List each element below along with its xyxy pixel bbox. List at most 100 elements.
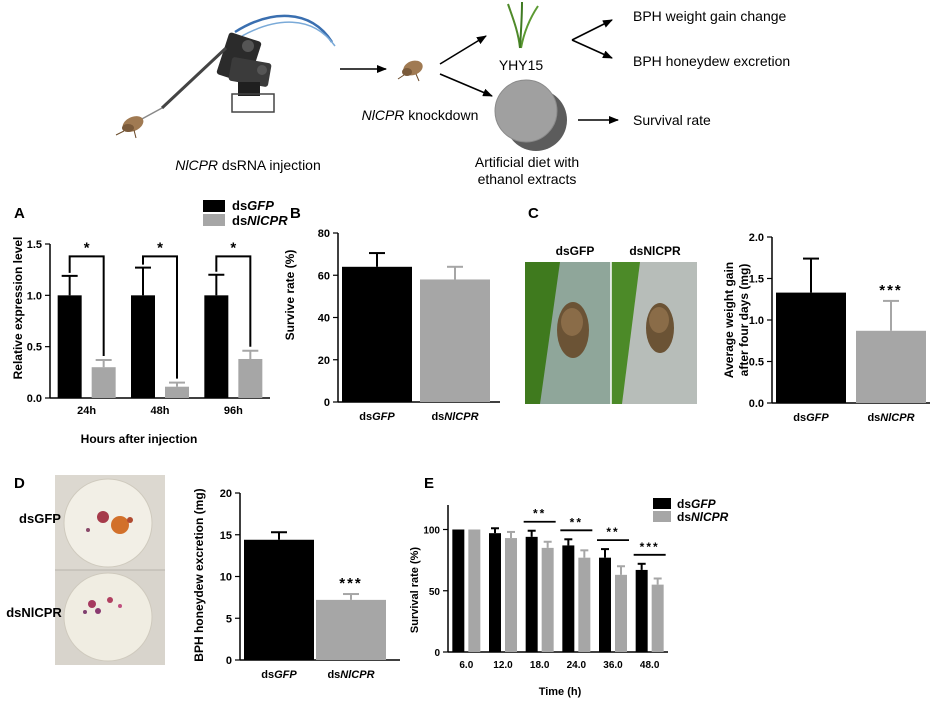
x-tick-label: 6.0 [459,660,473,671]
y-tick-label: 40 [318,313,330,325]
arrow-4 [571,19,613,41]
x-tick-label: 48h [151,405,170,417]
significance-bracket [142,255,178,379]
y-tick-label: 50 [429,587,441,598]
significance-mark: ** [606,525,619,539]
y-tick-label: 0 [226,655,232,667]
y-tick-label: 100 [423,526,440,537]
bar-dsgfp [244,539,314,660]
panel-b-letter: B [290,205,301,222]
y-tick-label: 0 [434,648,440,659]
x-tick-label: 96h [224,405,243,417]
photo-c-label-nlcpr: dsNlCPR [629,244,681,258]
rice-seedling-icon [507,1,539,49]
significance-mark: ** [533,507,546,521]
photo-c-label-gfp: dsGFP [556,244,595,258]
panel-d-photo [55,475,165,665]
arrow-5 [571,39,613,59]
knockdown-caption: NlCPR knockdown [362,107,479,123]
bar-dsnlcpr [856,330,926,403]
panel-e-ylabel: Survival rate (%) [409,547,421,634]
bar-dsnlcpr [316,599,386,660]
x-tick-label: dsNlCPR [431,411,478,423]
panel-a-letter: A [14,205,25,222]
significance-mark: *** [339,575,363,592]
schematic: NlCPR dsRNA injection NlCPR knockdown YH… [115,1,790,187]
significance-mark: * [157,239,163,256]
x-tick-label: dsNlCPR [327,669,374,681]
outcome-weight-gain: BPH weight gain change [633,8,787,24]
panel-c-chart: C dsGFP dsNlCPR Average weight gain afte… [525,205,930,424]
panel-c-ylabel-line2: after four days (mg) [737,264,751,377]
diet-disc-icon [494,79,567,151]
legend-swatch-gfp [203,200,225,212]
panel-b-ylabel: Survive rate (%) [283,250,297,341]
significance-mark: * [84,239,90,256]
planthopper-icon [115,116,144,139]
y-tick-label: 0.5 [749,357,764,369]
x-tick-label: dsGFP [359,411,395,423]
bar-dsgfp [489,533,501,652]
photo-d-label-nlcpr: dsNlCPR [6,605,62,620]
x-tick-label: 24.0 [567,660,587,671]
y-tick-label: 1.0 [27,290,42,302]
diet-caption-line2: ethanol extracts [478,171,577,187]
photo-d-label-gfp: dsGFP [19,511,61,526]
legend-label-nlcpr: dsNlCPR [232,213,288,228]
panel-e-legend: dsGFP dsNlCPR [653,497,729,524]
panel-e-chart: E Survival rate (%) Time (h) dsGFP dsNlC… [409,475,729,698]
x-tick-label: 18.0 [530,660,550,671]
arrow-2 [439,35,487,65]
panel-e-letter: E [424,475,434,492]
bar-dsgfp [525,536,538,652]
bar-dsnlcpr [615,574,627,652]
panel-a-ylabel: Relative expression level [11,237,25,380]
diet-caption-line1: Artificial diet with [475,154,579,170]
legend-swatch-nlcpr [203,214,225,226]
significance-mark: *** [640,540,660,554]
y-tick-label: 60 [318,270,330,282]
plant-label: YHY15 [499,57,544,73]
panel-d-letter: D [14,475,25,492]
bar-dsnlcpr [468,529,481,652]
significance-mark: * [230,239,236,256]
y-tick-label: 0.5 [27,342,42,354]
x-tick-label: dsGFP [261,669,297,681]
legend-label-nlcpr: dsNlCPR [677,510,729,524]
y-tick-label: 0.0 [27,393,42,405]
panel-c-photo [525,262,697,404]
microinjector-icon [139,14,336,121]
legend-label-gfp: dsGFP [677,497,717,511]
panel-b-chart: B Survive rate (%) 0 20 40 60 80 dsGFP dsNlCPR [283,205,500,423]
legend-swatch-nlcpr [653,511,671,522]
y-tick-label: 0.0 [749,398,764,410]
injection-caption: NlCPR dsRNA injection [175,157,321,173]
y-tick-label: 10 [220,572,232,584]
arrow-3 [439,73,493,97]
bar-dsgfp [452,529,465,652]
x-tick-label: 48.0 [640,660,660,671]
y-tick-label: 2.0 [749,232,764,244]
significance-bracket [68,255,105,357]
x-tick-label: 24h [77,405,96,417]
panel-a-xlabel: Hours after injection [81,432,198,446]
outcome-survival: Survival rate [633,112,711,128]
x-tick-label: dsNlCPR [867,412,914,424]
panel-c-ylabel-line1: Average weight gain [722,262,736,378]
bar-dsnlcpr [578,557,591,652]
bar-dsnlcpr [91,367,116,398]
bar-dsnlcpr [541,547,554,652]
bar-dsnlcpr [505,538,517,652]
panel-e-xlabel: Time (h) [539,686,582,698]
panel-d-chart: D dsGFP dsNlCPR BPH honeydew excretion (… [6,475,400,681]
panel-a-legend: dsGFP dsNlCPR [203,198,288,228]
x-tick-label: 12.0 [493,660,513,671]
y-tick-label: 80 [318,228,330,240]
y-tick-label: 20 [318,355,330,367]
panel-d-ylabel: BPH honeydew excretion (mg) [192,488,206,661]
legend-label-gfp: dsGFP [232,198,274,213]
bar-dsnlcpr [420,279,490,402]
bar-dsgfp [599,557,611,652]
bar-dsgfp [635,569,648,652]
x-tick-label: 36.0 [603,660,623,671]
